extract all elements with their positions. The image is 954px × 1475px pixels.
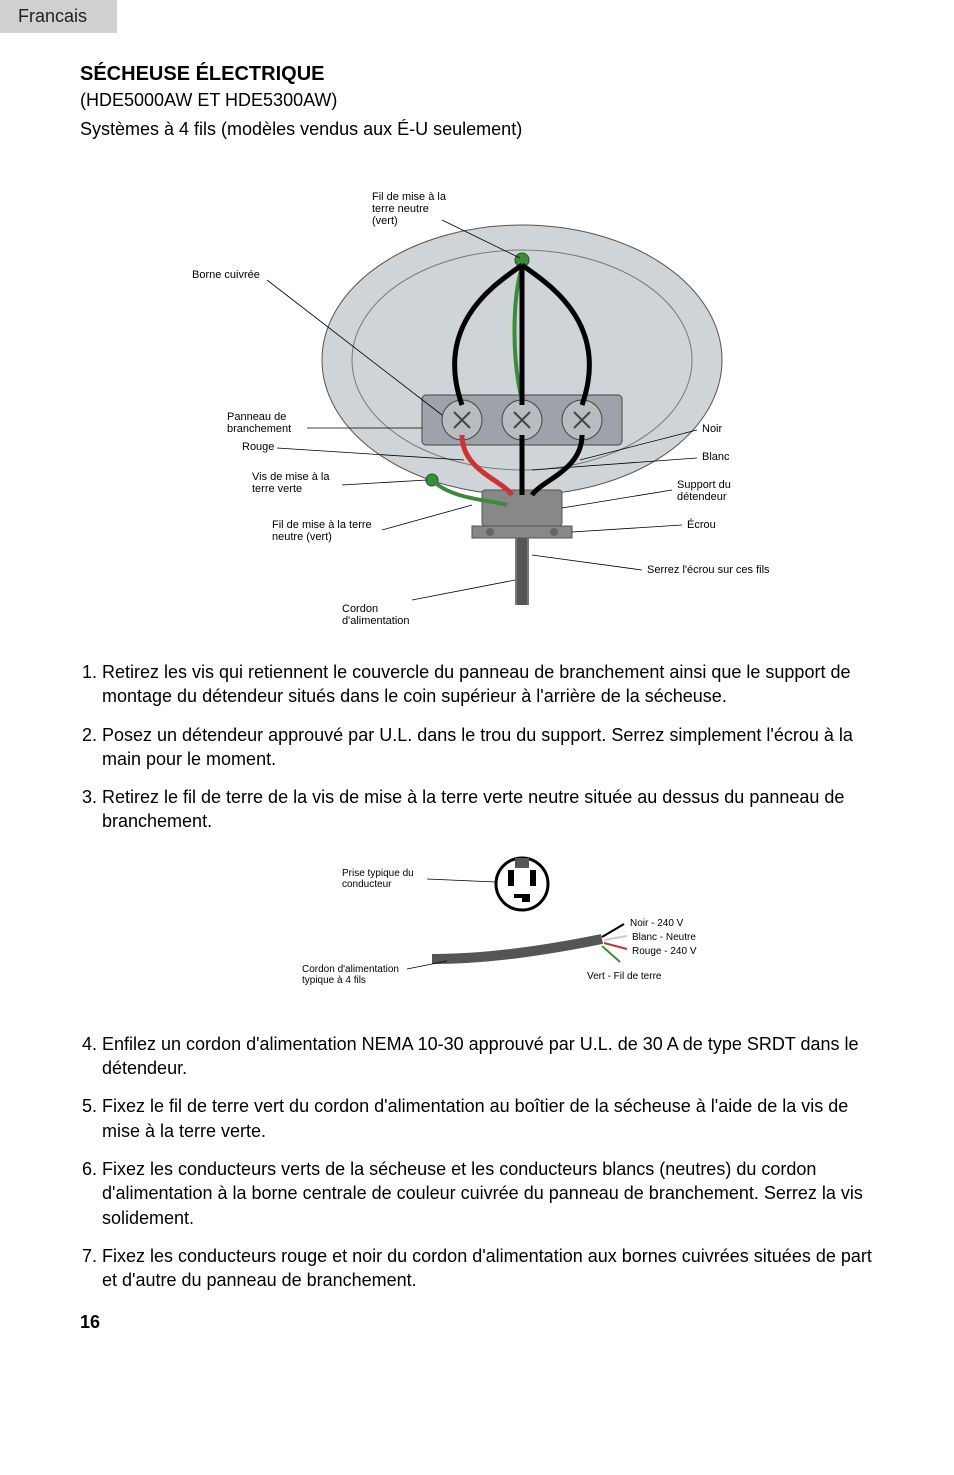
label-plug-rouge: Rouge - 240 V [632, 946, 697, 957]
label-cordon-1: Cordon [342, 603, 378, 615]
label-plug-vert: Vert - Fil de terre [587, 971, 662, 982]
label-ecrou: Écrou [687, 518, 716, 531]
page-number: 16 [80, 1312, 884, 1333]
plug-diagram: Prise typique du conducteur Noir - 240 V… [232, 854, 732, 1004]
label-rouge: Rouge [242, 441, 274, 453]
svg-text:Panneau de branchement: Panneau de branchement [227, 411, 291, 435]
list-item: Enfilez un cordon d'alimentation NEMA 10… [102, 1032, 884, 1081]
list-item: Fixez les conducteurs rouge et noir du c… [102, 1244, 884, 1293]
svg-text:Fil de mise à la terre n: Fil de mise à la terre neutre (vert) [272, 519, 375, 543]
label-support-2: détendeur [677, 491, 727, 503]
list-item: Fixez le fil de terre vert du cordon d'a… [102, 1094, 884, 1143]
label-plug-noir: Noir - 240 V [630, 918, 684, 929]
instruction-list-2: Enfilez un cordon d'alimentation NEMA 10… [80, 1032, 884, 1293]
svg-text:Prise typique du conduct: Prise typique du conducteur [342, 868, 417, 890]
svg-text:Vis de mise à la terre v: Vis de mise à la terre verte [252, 471, 333, 495]
label-noir: Noir [702, 423, 723, 435]
language-tab: Francais [0, 0, 117, 33]
label-top-wire-1: Fil de mise à la [372, 191, 447, 203]
label-fil-neutre-1: Fil de mise à la terre [272, 519, 372, 531]
list-item: Retirez le fil de terre de la vis de mis… [102, 785, 884, 834]
label-top-wire-2: terre neutre [372, 203, 429, 215]
list-item: Posez un détendeur approuvé par U.L. dan… [102, 723, 884, 772]
list-item: Fixez les conducteurs verts de la sécheu… [102, 1157, 884, 1230]
label-prise-2: conducteur [342, 879, 392, 890]
svg-text:Cordon d'alimentation: Cordon d'alimentation [342, 603, 410, 627]
label-serrez: Serrez l'écrou sur ces fils [647, 564, 770, 576]
page-content: SÉCHEUSE ÉLECTRIQUE (HDE5000AW ET HDE530… [0, 33, 954, 1363]
label-prise-1: Prise typique du [342, 868, 414, 879]
label-support-1: Support du [677, 479, 731, 491]
label-top-wire-3: (vert) [372, 215, 398, 227]
label-fil-neutre-2: neutre (vert) [272, 531, 332, 543]
section-subtitle: (HDE5000AW ET HDE5300AW) [80, 90, 884, 111]
label-borne: Borne cuivrée [192, 269, 260, 281]
systems-line: Systèmes à 4 fils (modèles vendus aux É-… [80, 119, 884, 140]
svg-text:Fil de mise à la terre n: Fil de mise à la terre neutre (vert) [372, 191, 449, 227]
svg-text:Support du détendeur: Support du détendeur [677, 479, 734, 503]
instruction-list-1: Retirez les vis qui retiennent le couver… [80, 660, 884, 834]
label-panneau-2: branchement [227, 423, 291, 435]
label-cordon4-1: Cordon d'alimentation [302, 964, 399, 975]
label-vis-1: Vis de mise à la [252, 471, 330, 483]
label-blanc: Blanc [702, 451, 730, 463]
label-cordon-2: d'alimentation [342, 615, 410, 627]
svg-text:Cordon d'alimentation ty: Cordon d'alimentation typique à 4 fils [302, 964, 402, 986]
label-vis-2: terre verte [252, 483, 302, 495]
label-plug-blanc: Blanc - Neutre [632, 932, 696, 943]
label-panneau-1: Panneau de [227, 411, 286, 423]
wiring-diagram: Fil de mise à la terre neutre (vert) Bor… [172, 160, 792, 640]
section-title: SÉCHEUSE ÉLECTRIQUE [80, 63, 884, 86]
label-cordon4-2: typique à 4 fils [302, 975, 366, 986]
list-item: Retirez les vis qui retiennent le couver… [102, 660, 884, 709]
